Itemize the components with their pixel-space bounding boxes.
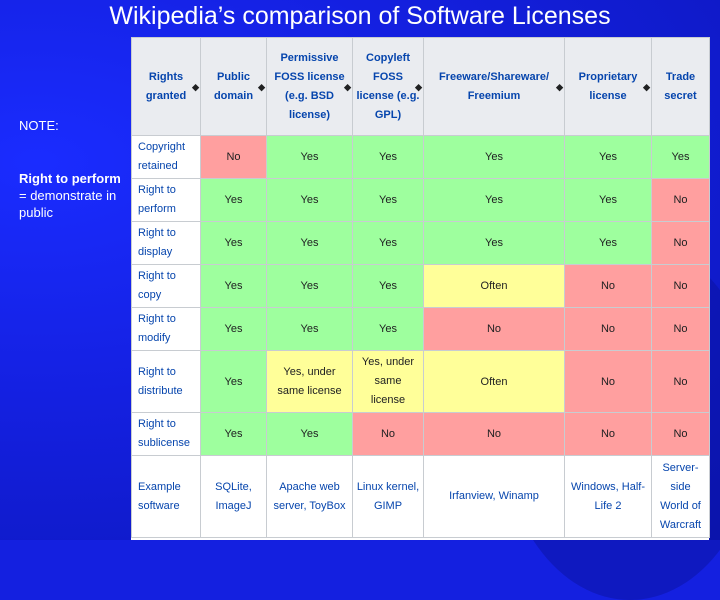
table-cell: Yes — [266, 178, 353, 222]
col-header-rights[interactable]: Rights granted ◆ — [131, 37, 201, 136]
table-cell: No — [564, 307, 652, 351]
example-row: Example software SQLite, ImageJ Apache w… — [131, 455, 710, 538]
col-header-permissive[interactable]: Permissive FOSS license (e.g. BSD licens… — [266, 37, 353, 136]
table-cell: Yes — [564, 135, 652, 179]
table-row: Right to perform Yes Yes Yes Yes Yes No — [131, 178, 710, 222]
row-header[interactable]: Right to modify — [131, 307, 201, 351]
sort-icon[interactable]: ◆ — [258, 82, 265, 92]
table-cell: Yes — [266, 135, 353, 179]
table-cell: Yes — [352, 221, 424, 265]
note-panel: NOTE: Right to perform = demonstrate in … — [19, 117, 127, 221]
table-cell: Yes — [200, 350, 267, 413]
table-cell: No — [352, 412, 424, 456]
table-row: Copyright retained No Yes Yes Yes Yes Ye… — [131, 135, 710, 179]
table-cell: Yes — [352, 135, 424, 179]
table-cell: Yes — [200, 264, 267, 308]
table-cell: Yes — [352, 264, 424, 308]
table-cell: Yes — [352, 178, 424, 222]
table-cell: Yes — [423, 221, 565, 265]
table-row: Right to sublicense Yes Yes No No No No — [131, 412, 710, 456]
table-cell: No — [651, 307, 710, 351]
row-header[interactable]: Copyright retained — [131, 135, 201, 179]
sort-icon[interactable]: ◆ — [344, 82, 351, 92]
col-header-freeware[interactable]: Freeware/Shareware/ Freemium ◆ — [423, 37, 565, 136]
table-cell: Yes, under same license — [266, 350, 353, 413]
table-cell: Yes — [564, 221, 652, 265]
table-cell: Yes — [352, 307, 424, 351]
row-header[interactable]: Right to copy — [131, 264, 201, 308]
sort-icon[interactable]: ◆ — [415, 82, 422, 92]
header-row: Rights granted ◆ Public domain ◆ Permissiv… — [131, 37, 710, 136]
row-header[interactable]: Right to sublicense — [131, 412, 201, 456]
table-cell: Yes — [200, 412, 267, 456]
table-cell: No — [651, 178, 710, 222]
table-cell: Yes — [651, 135, 710, 179]
sort-icon[interactable]: ◆ — [556, 82, 563, 92]
example-cell[interactable]: Server-side World of Warcraft — [651, 455, 710, 538]
sort-icon[interactable]: ◆ — [192, 82, 199, 92]
row-header[interactable]: Right to perform — [131, 178, 201, 222]
example-cell[interactable]: SQLite, ImageJ — [200, 455, 267, 538]
table-cell: No — [564, 350, 652, 413]
table-cell: No — [423, 307, 565, 351]
table-cell: Often — [423, 264, 565, 308]
license-comparison-panel: Rights granted ◆ Public domain ◆ Permissiv… — [131, 37, 710, 540]
table-cell: Yes — [200, 221, 267, 265]
col-header-public-domain[interactable]: Public domain ◆ — [200, 37, 267, 136]
table-row: Right to copy Yes Yes Yes Often No No — [131, 264, 710, 308]
table-cell: No — [651, 350, 710, 413]
example-cell[interactable]: Windows, Half-Life 2 — [564, 455, 652, 538]
table-row: Right to distribute Yes Yes, under same … — [131, 350, 710, 413]
table-cell: No — [200, 135, 267, 179]
table-cell: Often — [423, 350, 565, 413]
row-header[interactable]: Right to display — [131, 221, 201, 265]
license-comparison-table: Rights granted ◆ Public domain ◆ Permissiv… — [131, 37, 710, 538]
table-cell: Yes — [266, 221, 353, 265]
example-cell[interactable]: Apache web server, ToyBox — [266, 455, 353, 538]
table-cell: No — [564, 412, 652, 456]
row-header[interactable]: Example software — [131, 455, 201, 538]
table-cell: Yes — [266, 307, 353, 351]
table-cell: Yes — [423, 135, 565, 179]
sort-icon[interactable]: ◆ — [643, 82, 650, 92]
table-cell: No — [651, 221, 710, 265]
table-cell: Yes — [200, 307, 267, 351]
col-header-copyleft[interactable]: Copyleft FOSS license (e.g. GPL) ◆ — [352, 37, 424, 136]
slide-title: Wikipedia’s comparison of Software Licen… — [109, 2, 611, 30]
table-cell: Yes — [423, 178, 565, 222]
table-cell: No — [651, 412, 710, 456]
note-label: NOTE: — [19, 118, 59, 133]
table-cell: Yes — [564, 178, 652, 222]
table-cell: Yes, under same license — [352, 350, 424, 413]
table-row: Right to display Yes Yes Yes Yes Yes No — [131, 221, 710, 265]
table-cell: No — [564, 264, 652, 308]
example-cell[interactable]: Irfanview, Winamp — [423, 455, 565, 538]
note-definition: = demonstrate in public — [19, 188, 117, 220]
table-cell: Yes — [200, 178, 267, 222]
table-cell: No — [423, 412, 565, 456]
table-cell: Yes — [266, 412, 353, 456]
example-cell[interactable]: Linux kernel, GIMP — [352, 455, 424, 538]
table-cell: Yes — [266, 264, 353, 308]
note-term: Right to perform — [19, 171, 121, 186]
table-row: Right to modify Yes Yes Yes No No No — [131, 307, 710, 351]
table-cell: No — [651, 264, 710, 308]
col-header-trade-secret[interactable]: Trade secret — [651, 37, 710, 136]
row-header[interactable]: Right to distribute — [131, 350, 201, 413]
col-header-proprietary[interactable]: Proprietary license ◆ — [564, 37, 652, 136]
note-text: Right to perform = demonstrate in public — [19, 171, 121, 220]
